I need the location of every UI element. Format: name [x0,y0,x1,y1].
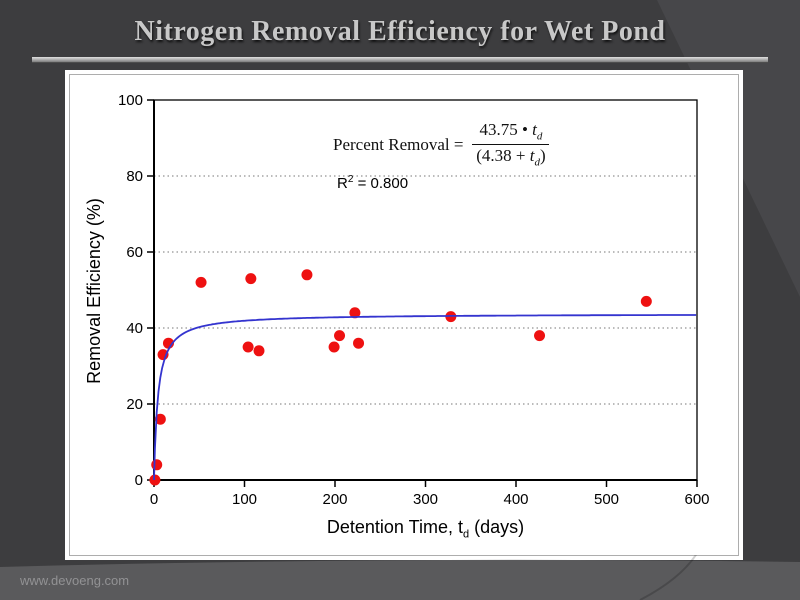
svg-text:500: 500 [594,491,619,508]
r-squared-value: = 0.800 [353,175,409,192]
data-point [334,330,346,342]
svg-text:60: 60 [126,244,143,261]
numerator-variable: t [532,120,537,139]
data-point [353,337,365,349]
data-point [245,273,257,285]
numerator-subscript: d [536,130,543,143]
plot-svg: 0 100 200 300 400 500 600 0 20 40 60 80 100 [118,92,710,508]
svg-text:0: 0 [150,491,158,508]
svg-text:200: 200 [322,491,347,508]
title-underline-rule [32,57,768,63]
data-point [349,307,361,319]
x-axis-title-suffix: (days) [469,517,525,537]
denominator-constant: (4.38 + [476,146,530,166]
equation-fraction: 43.75 • td (4.38 + td) [472,120,550,169]
svg-text:20: 20 [126,396,143,413]
equation-denominator: (4.38 + td) [472,145,549,169]
svg-text:600: 600 [684,491,709,508]
svg-text:300: 300 [413,491,438,508]
y-axis-ticks: 0 20 40 60 80 100 [118,92,154,489]
x-axis-title: Detention Time, td (days) [154,517,697,541]
equation-numerator: 43.75 • td [472,120,550,146]
data-point [149,474,161,486]
data-point [328,341,340,353]
svg-text:0: 0 [135,472,143,489]
svg-text:100: 100 [118,92,143,109]
r-squared-exponent: 2 [347,174,354,185]
svg-text:100: 100 [232,491,257,508]
footer-url: www.devoeng.com [20,573,130,588]
x-axis-title-prefix: Detention Time, t [326,517,463,537]
data-point [640,295,652,307]
fit-curve [153,314,697,481]
data-point [534,330,546,342]
fit-equation: Percent Removal = 43.75 • td (4.38 + td) [333,120,550,169]
gridlines [154,175,697,405]
data-point [253,345,265,357]
chart-panel: 0 100 200 300 400 500 600 0 20 40 60 80 100 Removal … [65,70,743,560]
denominator-variable: t [529,146,535,166]
data-point [154,413,166,425]
equation-lhs: Percent Removal = [333,134,464,154]
svg-text:80: 80 [126,168,143,185]
data-point [151,459,163,471]
x-axis-ticks: 0 100 200 300 400 500 600 [150,480,710,508]
denominator-subscript: d [534,156,540,169]
r-squared-label: R2 = 0.800 [337,174,408,192]
y-axis-title: Removal Efficiency (%) [84,198,104,384]
svg-text:40: 40 [126,320,143,337]
svg-text:400: 400 [503,491,528,508]
data-point [195,276,207,288]
r-squared-base: R [337,175,348,192]
bottom-band [0,555,800,600]
x-axis-title-subscript: d [462,528,470,541]
slide-title: Nitrogen Removal Efficiency for Wet Pond [134,16,666,47]
denominator-close-paren: ) [539,146,546,166]
data-point [242,341,254,353]
data-points [149,269,652,486]
data-point [301,269,313,281]
numerator-coefficient: 43.75 • [479,120,533,139]
